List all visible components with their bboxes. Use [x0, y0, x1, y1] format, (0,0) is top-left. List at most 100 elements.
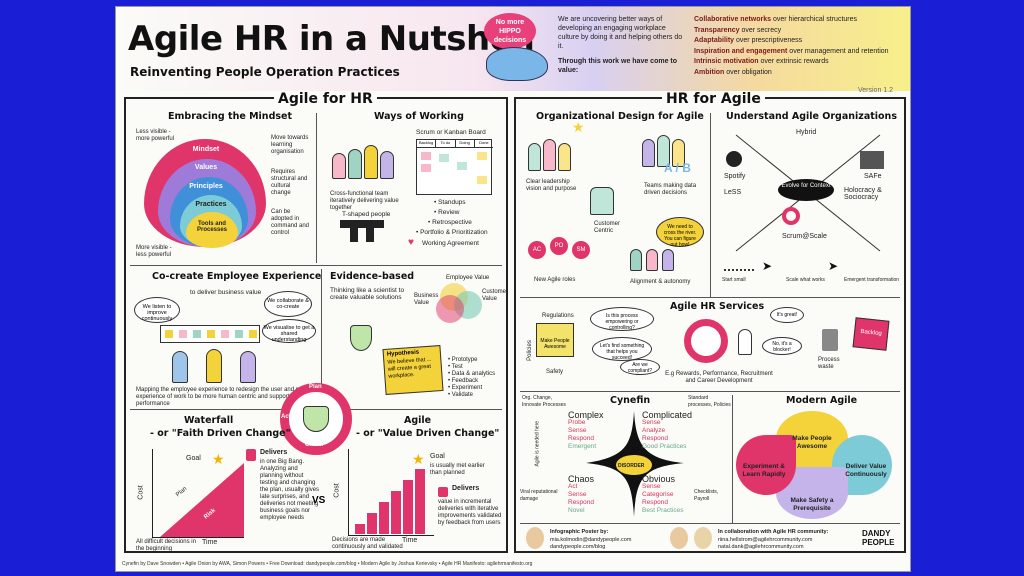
venn-label: Employee Value	[446, 275, 490, 281]
box-icon	[438, 487, 448, 497]
venn-circle	[436, 295, 464, 323]
manifesto-value: Collaborative networks over hierarchical…	[694, 15, 909, 26]
ways-item: • Retrospective	[428, 219, 472, 226]
hr-for-agile-title: HR for Agile	[662, 91, 765, 107]
onion-label: Tools and Processes	[196, 221, 228, 233]
sticky-note	[477, 152, 487, 160]
trash-icon	[822, 329, 838, 351]
cynefin-step: Respond	[568, 435, 595, 442]
spotify-icon	[726, 151, 742, 167]
onion-note: Can be adopted in command and control	[271, 209, 310, 236]
stair-step	[390, 490, 402, 535]
orgdesign-title: Organizational Design for Agile	[536, 111, 704, 122]
understand-title: Understand Agile Organizations	[726, 111, 897, 122]
time-label: Time	[202, 539, 218, 546]
manifesto-value-rest: over hierarchical structures	[771, 16, 858, 23]
team-caption: Cross-functional team iteratively delive…	[330, 191, 399, 211]
alignment-illustration	[626, 247, 686, 273]
org-model: Scrum@Scale	[782, 233, 827, 240]
onion-note: Move towards learning organisation	[271, 135, 309, 155]
credits-heading: Infographic Poster by:	[550, 529, 609, 535]
cynefin-side-note: Agile is needed here	[534, 420, 541, 467]
cynefin-step: Sense	[568, 427, 587, 434]
manifesto-value-key: Collaborative networks	[694, 16, 772, 23]
cynefin-step: Act	[568, 483, 578, 490]
kanban-board: Backlog To do Doing Done	[416, 139, 493, 195]
cynefin-obvious: Obvious Sense Categorise Respond Best Pr…	[642, 475, 684, 515]
evidence-step: • Test	[448, 364, 463, 370]
divider	[520, 391, 900, 392]
cynefin-note: Org. Change, Innovate Processes	[522, 395, 566, 408]
roles-illustration: AC PO SM	[526, 235, 596, 267]
modern-principle: Make Safety a Prerequisite	[790, 497, 834, 512]
evidence-title: Evidence-based	[330, 271, 415, 282]
evidence-step: • Prototype	[448, 357, 478, 363]
cynefin-step: Probe	[568, 419, 586, 426]
t-shape-icon	[366, 228, 374, 242]
regulations-label: Regulations	[542, 313, 574, 319]
waterfall-decisions: All difficult decisions in the beginning	[136, 539, 196, 552]
speech-bubble: Is this process empowering or controllin…	[590, 307, 654, 331]
divider	[710, 113, 711, 297]
board-col: To do	[436, 140, 456, 147]
stair-step	[354, 523, 366, 535]
role-badge: PO	[550, 237, 568, 255]
person-icon	[738, 329, 752, 355]
agile-subtitle: - or "Value Driven Change"	[356, 428, 500, 439]
more-visible-label: More visible - less powerful	[136, 245, 172, 258]
onion-label: Principles	[189, 183, 223, 190]
people-illustration	[162, 345, 282, 385]
service-cycle	[684, 319, 728, 363]
modern-title: Modern Agile	[786, 395, 858, 406]
cynefin-step: Sense	[568, 491, 587, 498]
hippo-icon	[486, 47, 548, 81]
pdca-label: Act	[281, 414, 291, 420]
teams-illustration	[640, 133, 690, 169]
credits-link: riina.hellstrom@agilehrcommunity.com	[718, 537, 813, 543]
stair-step	[402, 479, 414, 535]
waterfall-delivers: in one Big Bang. Analyzing and planning …	[260, 459, 320, 521]
arrow-icon: ➤	[762, 259, 773, 273]
poster: Agile HR in a Nutshell Reinventing Peopl…	[115, 6, 911, 572]
board-col: Done	[479, 140, 489, 145]
manifesto-value-key: Ambition	[694, 68, 725, 76]
divider	[520, 297, 900, 298]
manifesto-intro-text: We are uncovering better ways of develop…	[558, 16, 683, 50]
cynefin-practice: Novel	[568, 507, 585, 514]
speech-bubble: We listen to improve continuously	[134, 297, 180, 323]
ways-item: Working Agreement	[422, 240, 479, 247]
speech-bubble: We visualise to get a shared understandi…	[262, 319, 316, 343]
star-icon: ★	[572, 119, 585, 135]
venn-label: Business Value	[414, 293, 439, 306]
speech-bubble: Let's find something that helps you succ…	[592, 337, 652, 361]
step-icon	[724, 259, 754, 271]
cynefin-domain: Complicated	[642, 410, 693, 420]
goal-label: Goal	[186, 455, 201, 462]
cynefin-note: Viral reputational damage	[520, 489, 558, 502]
divider	[321, 269, 322, 409]
cynefin-step: Analyze	[642, 427, 666, 434]
mindset-title: Embracing the Mindset	[168, 111, 293, 122]
cynefin-domain: Chaos	[568, 474, 595, 484]
manifesto-value-key: Inspiration and engagement	[694, 47, 788, 55]
understand-step: Scale what works	[786, 277, 825, 283]
waterfall-delivers-h: Delivers	[260, 449, 288, 456]
version-label: Version 1.2	[858, 87, 894, 94]
role-badge: AC	[528, 241, 546, 259]
agile-goal-note: is usually met earlier than planned	[430, 463, 485, 476]
speech-bubble: We collaborate & co-create	[264, 291, 312, 317]
evidence-step: • Data & analytics	[448, 371, 496, 377]
manifesto-value-rest: over prescriptiveness	[734, 37, 803, 44]
backlog-card: Backlog	[852, 317, 890, 351]
speech-bubble: No, it's a blocker!	[762, 337, 802, 355]
speech-bubble: It's great!	[770, 307, 804, 323]
modern-principle: Deliver Value Continuously	[845, 463, 887, 478]
poster-subtitle: Reinventing People Operation Practices	[130, 65, 400, 79]
cynefin-step: Sense	[642, 419, 661, 426]
cynefin-step: Respond	[642, 499, 669, 506]
onion-note: Requires structural and cultural change	[271, 169, 308, 196]
speech-bubble: Are we compliant?	[620, 359, 660, 375]
board-col: Doing	[456, 140, 475, 147]
cynefin-practice: Emergent	[568, 443, 597, 450]
ways-item: • Review	[434, 209, 460, 216]
